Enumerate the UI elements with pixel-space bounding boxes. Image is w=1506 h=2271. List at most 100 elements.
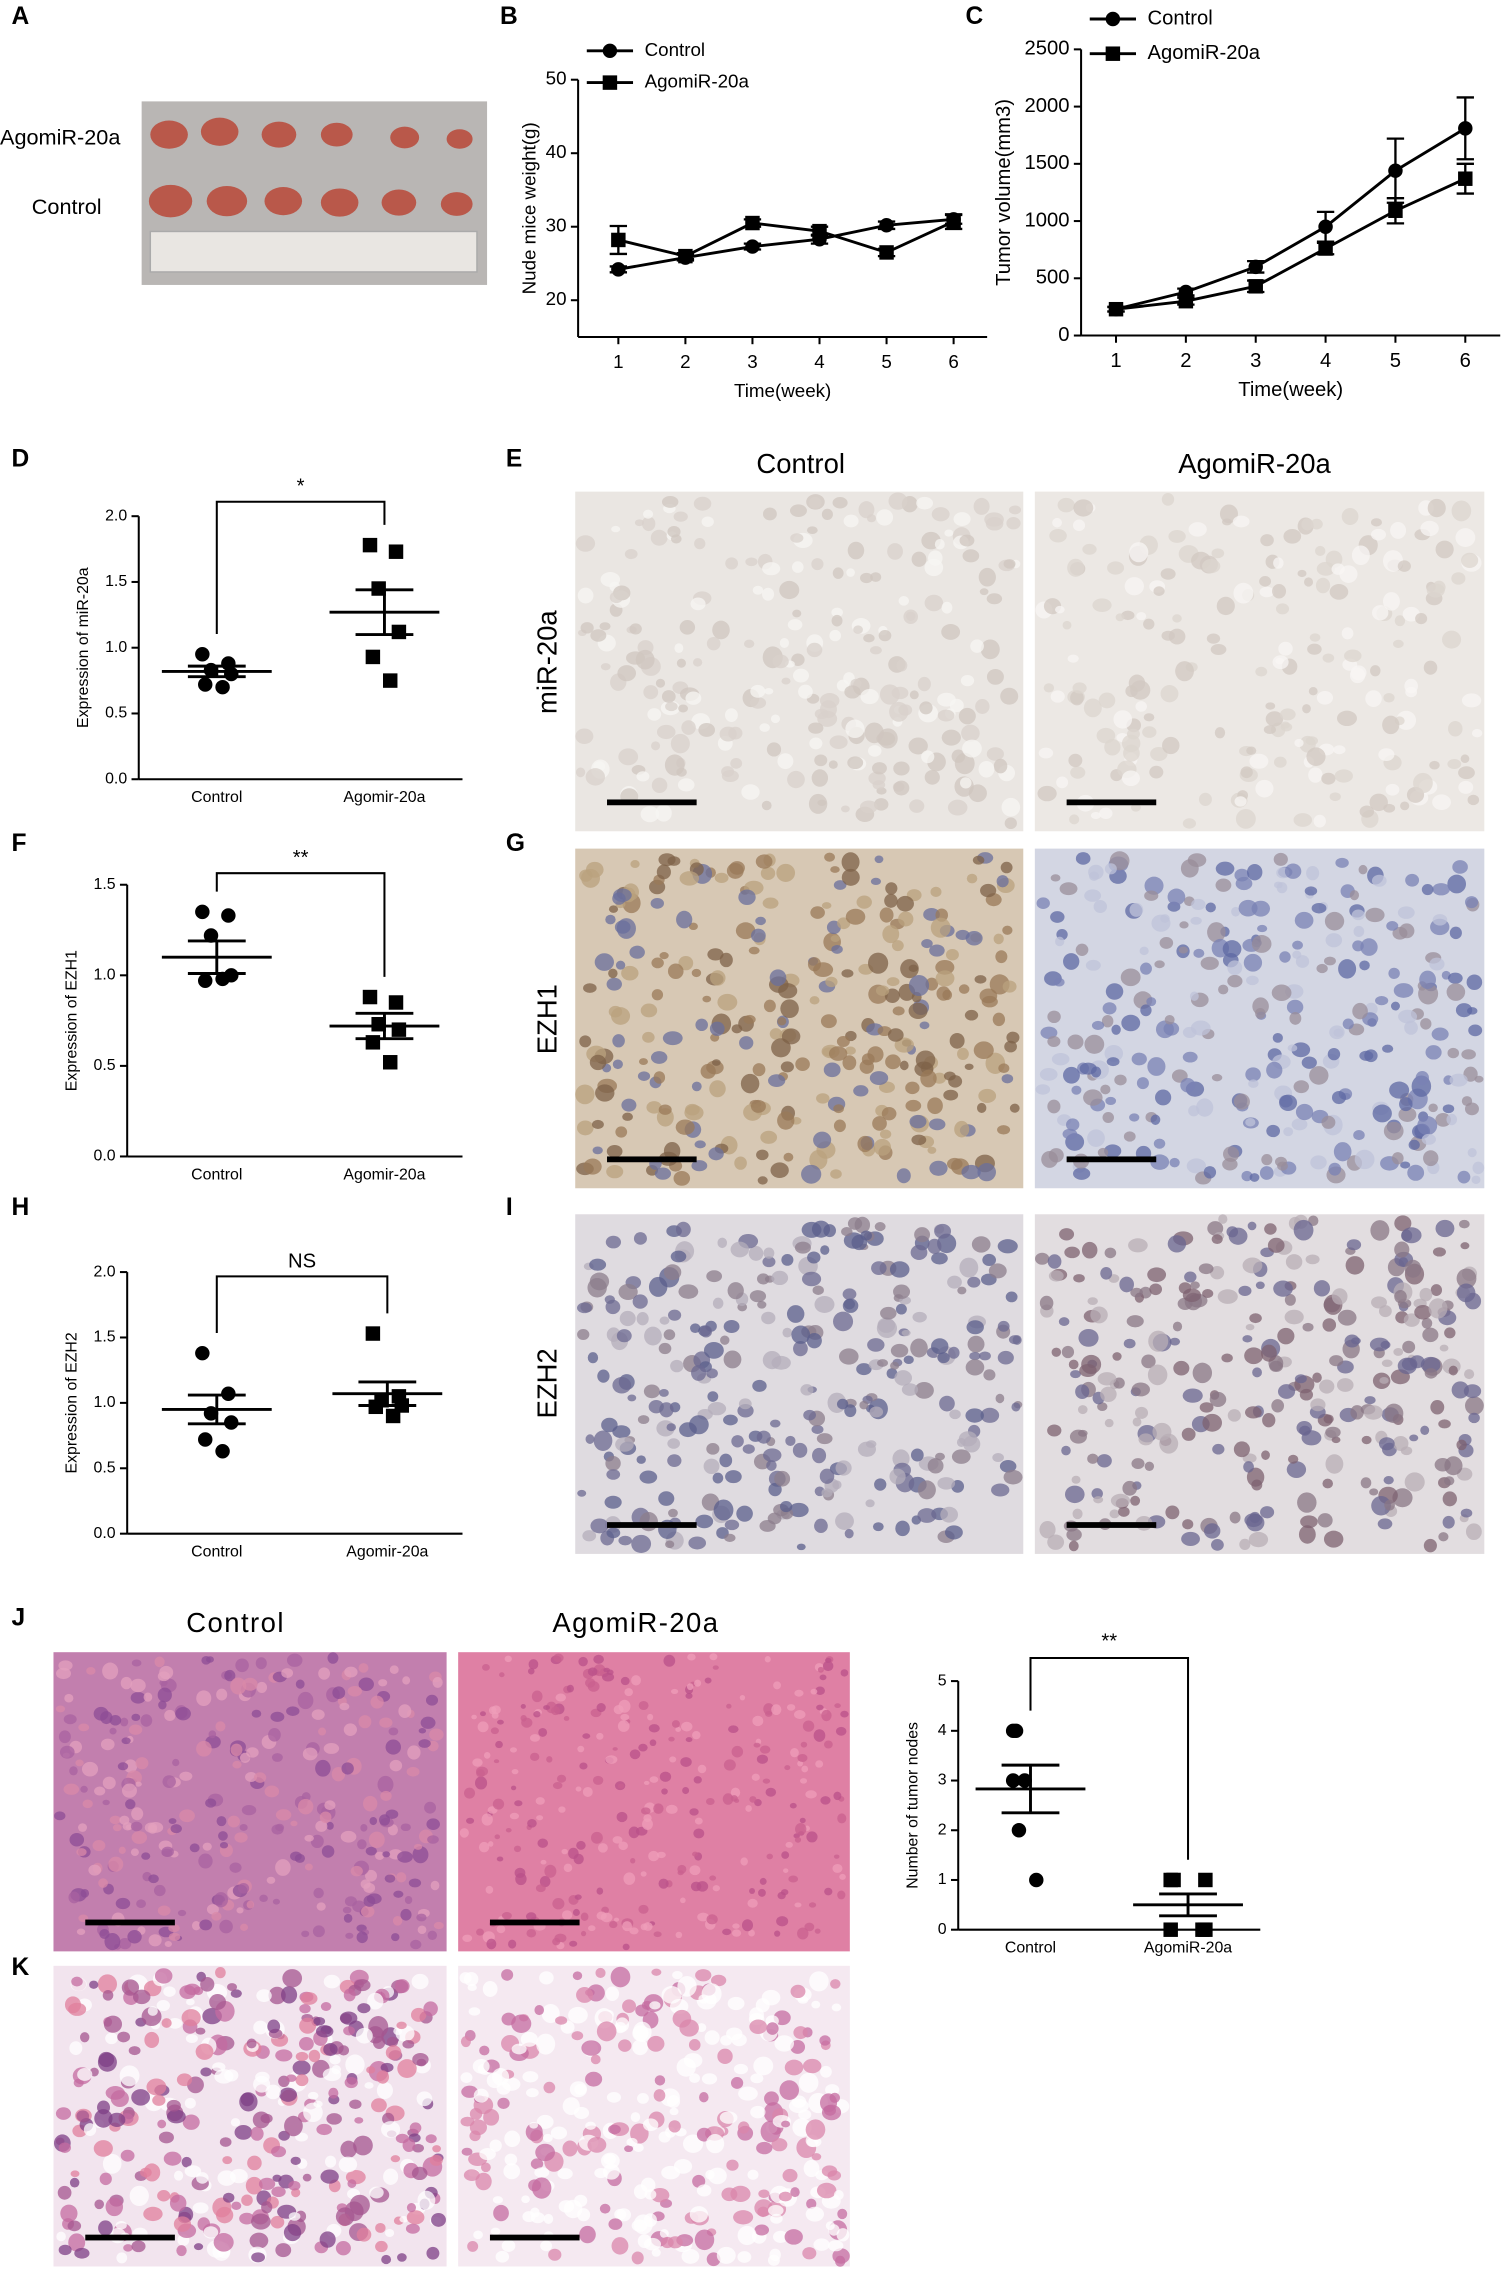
photo-texture [675, 1726, 682, 1733]
photo-texture [297, 1798, 314, 1815]
photo-texture [67, 2220, 82, 2232]
photo-texture [979, 588, 989, 596]
photo-texture [719, 2111, 738, 2124]
photo-texture [513, 1845, 522, 1853]
photo-texture [319, 2231, 336, 2248]
photo-texture [185, 2034, 198, 2043]
photo-texture [790, 1748, 799, 1758]
photo-texture [489, 2139, 502, 2152]
photo-texture [762, 1256, 776, 1268]
photo-texture [606, 1669, 614, 1675]
photo-texture [752, 1063, 766, 1077]
photo-texture [659, 1402, 674, 1418]
photo-texture [1364, 1396, 1376, 1405]
photo-texture [157, 1905, 171, 1916]
photo-texture [76, 2110, 90, 2122]
photo-texture [527, 1668, 535, 1675]
photo-texture [1321, 772, 1336, 785]
photo-texture [236, 1907, 244, 1914]
photo-texture [1329, 1355, 1344, 1367]
photo-texture [762, 507, 777, 521]
photo-texture [622, 1999, 637, 2014]
photo-texture [1260, 534, 1274, 547]
photo-texture [1322, 1318, 1337, 1332]
photo-texture [867, 745, 882, 757]
photo-texture [677, 1870, 684, 1876]
photo-texture [673, 2159, 693, 2174]
photo-texture [393, 1890, 404, 1898]
photo-texture [639, 1470, 658, 1484]
photo-texture [1041, 1150, 1058, 1168]
photo-texture [791, 561, 804, 573]
photo-texture [785, 1841, 793, 1848]
photo-texture [237, 1882, 250, 1894]
photo-texture [1334, 769, 1353, 783]
series-line [1115, 127, 1467, 311]
photo-texture [1167, 1235, 1187, 1253]
photo-texture [720, 1335, 730, 1345]
photo-texture [127, 1930, 142, 1944]
photo-texture [402, 2138, 416, 2152]
photo-texture [842, 1055, 857, 1071]
photo-texture [985, 517, 1004, 531]
photo-texture [494, 1834, 501, 1840]
photo-texture [418, 1739, 431, 1748]
photo-texture [251, 2252, 265, 2263]
photo-texture [954, 752, 975, 775]
photo-texture [94, 1786, 106, 1796]
photo-texture [342, 1906, 352, 1914]
photo-texture [632, 2039, 649, 2056]
photo-texture [1140, 1004, 1152, 1017]
photo-texture [246, 2038, 257, 2049]
photo-texture [463, 1787, 476, 1799]
photo-texture [602, 2163, 620, 2180]
photo-texture [1104, 1144, 1122, 1158]
photo-texture [847, 756, 864, 770]
photo-texture [335, 2240, 351, 2256]
photo-texture [543, 2081, 556, 2094]
photo-texture [937, 709, 955, 722]
photo-texture [851, 1234, 868, 1251]
photo-texture [239, 2092, 258, 2112]
photo-texture [1129, 1113, 1140, 1122]
photo-texture [614, 2022, 627, 2034]
photo-texture [288, 2180, 301, 2191]
photo-texture [1273, 557, 1284, 569]
photo-texture [199, 1919, 213, 1931]
photo-texture [1311, 903, 1327, 914]
photo-texture [184, 2165, 202, 2178]
photo-texture [69, 1832, 85, 1847]
photo-texture [1050, 874, 1061, 882]
photo-texture [1404, 1259, 1422, 1278]
photo-texture [833, 1104, 845, 1114]
photo-texture [1432, 1247, 1446, 1257]
photo-texture [750, 2105, 766, 2119]
photo-texture [821, 1488, 833, 1498]
photo-texture [629, 623, 642, 635]
photo-texture [809, 737, 823, 750]
photo-texture [1113, 710, 1133, 729]
photo-texture [1148, 1330, 1169, 1352]
photo-texture [1409, 1434, 1419, 1442]
photo-texture [300, 1992, 318, 2005]
photo-texture [924, 770, 940, 785]
photo-texture [343, 2026, 355, 2036]
photo-texture [784, 2059, 804, 2076]
photo-texture [70, 2170, 80, 2178]
photo-texture [636, 1312, 649, 1326]
photo-texture [631, 1534, 652, 1554]
photo-texture [538, 1727, 548, 1737]
photo-texture [1246, 864, 1263, 881]
photo-texture [357, 2003, 371, 2014]
photo-texture [164, 1940, 172, 1947]
photo-texture [873, 798, 889, 811]
photo-texture [282, 1969, 303, 1988]
photo-texture [1128, 1238, 1148, 1253]
photo-texture [1047, 1254, 1062, 1269]
photo-texture [997, 1125, 1011, 1135]
photo-texture [1063, 1066, 1080, 1084]
photo-texture [872, 1522, 884, 1532]
photo-texture [856, 1363, 872, 1376]
photo-texture [672, 2009, 692, 2028]
photo-texture [1370, 518, 1383, 527]
